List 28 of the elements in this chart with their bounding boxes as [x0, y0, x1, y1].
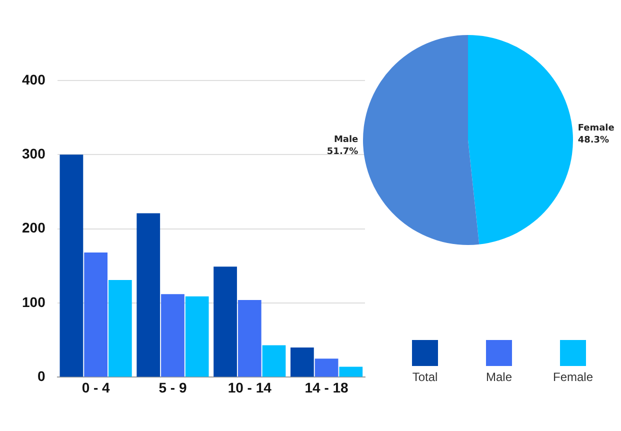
bar — [290, 348, 314, 377]
legend-label: Total — [412, 370, 438, 384]
slice-label: Male — [334, 135, 358, 146]
bar — [60, 154, 84, 377]
bar — [185, 296, 209, 377]
legend-label: Female — [552, 370, 593, 384]
bar — [84, 252, 108, 377]
bar — [136, 213, 160, 377]
slice-label: Female — [578, 123, 614, 134]
x-tick-label: 14 - 18 — [304, 379, 349, 396]
y-tick-label: 0 — [38, 368, 46, 384]
legend-label: Male — [486, 370, 512, 384]
x-tick-label: 0 - 4 — [82, 379, 110, 396]
bar — [161, 294, 184, 377]
bar — [262, 345, 286, 377]
y-tick-label: 200 — [22, 220, 46, 236]
bar — [238, 300, 262, 377]
bar — [214, 266, 237, 377]
x-tick-label: 10 - 14 — [228, 379, 272, 396]
data-label: 51.7% — [326, 147, 358, 158]
bar — [339, 366, 363, 377]
x-tick-label: 5 - 9 — [158, 379, 187, 396]
data-label: 48.3% — [578, 135, 610, 146]
y-tick-label: 100 — [22, 294, 46, 310]
bar — [108, 280, 132, 377]
bar — [314, 358, 338, 377]
y-tick-label: 400 — [22, 71, 46, 88]
y-tick-label: 300 — [22, 145, 46, 162]
